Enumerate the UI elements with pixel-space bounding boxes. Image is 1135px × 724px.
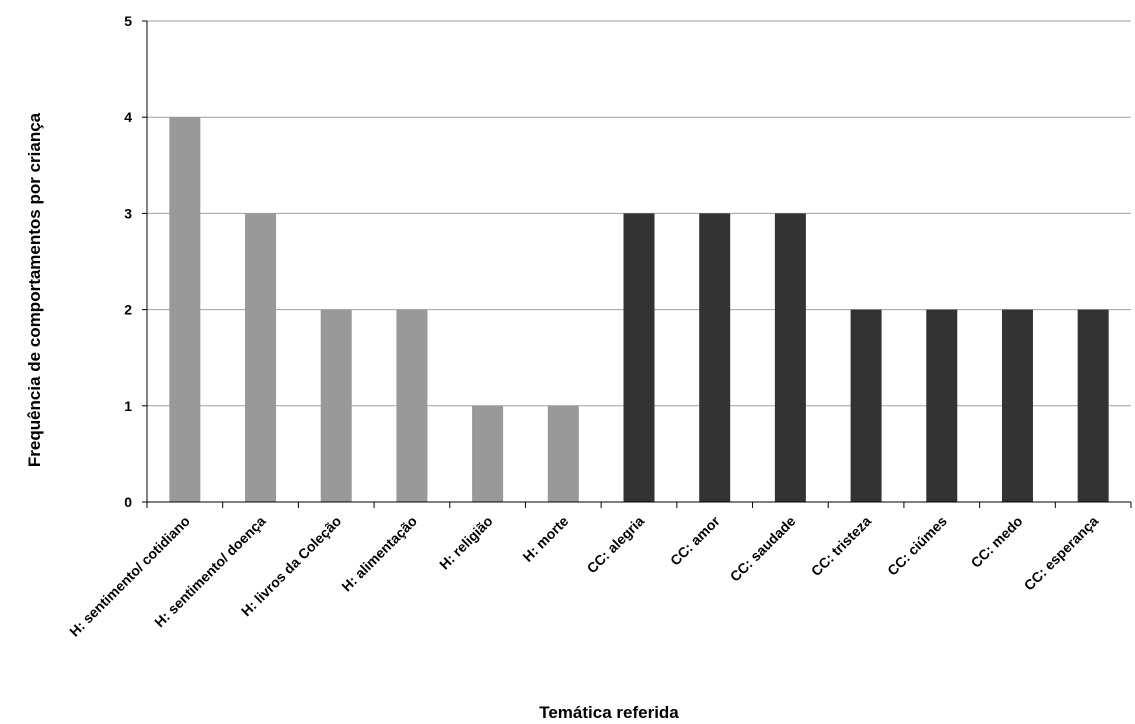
y-tick-label: 1 [124,398,132,414]
x-tick-label: CC: amor [667,512,723,568]
y-axis-title: Frequência de comportamentos por criança [25,112,44,467]
x-tick-label: CC: esperança [1021,513,1102,594]
x-tick-label: H: morte [519,513,571,565]
y-tick-label: 5 [124,13,132,29]
bar [1001,309,1033,502]
x-tick-label: CC: saudade [727,513,799,585]
axes [142,20,1132,508]
y-tick-label: 4 [124,109,132,125]
x-tick-label: CC: ciúmes [884,513,950,579]
bar [547,405,579,502]
x-tick-label: H: sentimento/ cotidiano [66,513,193,640]
bar [320,309,352,502]
bar [245,213,277,502]
y-tick-label: 2 [124,302,132,318]
y-tick-label: 0 [124,494,132,510]
bar [169,117,201,502]
bar [850,309,882,502]
x-tick-label: H: alimentação [338,513,420,595]
x-tick-label: CC: alegria [584,513,648,577]
bar [774,213,806,502]
bar [396,309,428,502]
y-tick-label: 3 [124,205,132,221]
bar [1077,309,1109,502]
y-tick-labels: 0 1 2 3 4 5 [124,13,132,510]
bars [169,117,1109,502]
bar [472,405,504,502]
x-tick-label: H: religião [436,513,496,573]
bar [926,309,958,502]
bar [699,213,731,502]
x-axis-title: Temática referida [539,703,679,722]
x-tick-label: CC: medo [968,513,1026,571]
bar [623,213,655,502]
x-tick-label: CC: tristeza [808,513,874,579]
